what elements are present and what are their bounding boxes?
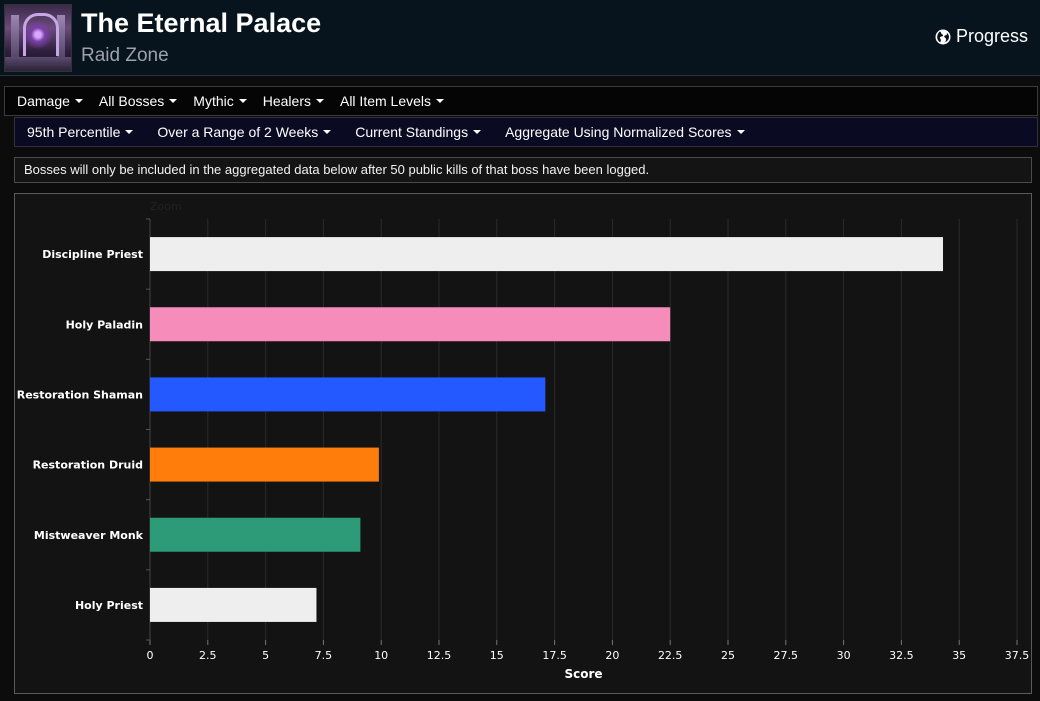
page-header: The Eternal Palace Raid Zone Progress bbox=[0, 0, 1040, 76]
category-label: Mistweaver Monk bbox=[34, 529, 144, 542]
percentile-dropdown-label: 95th Percentile bbox=[27, 124, 121, 140]
x-tick-label: 25 bbox=[721, 649, 735, 662]
time-range-dropdown[interactable]: Over a Range of 2 Weeks bbox=[145, 124, 343, 140]
x-tick-label: 12.5 bbox=[427, 649, 452, 662]
role-dropdown-label: Healers bbox=[262, 93, 311, 109]
progress-label: Progress bbox=[955, 26, 1028, 46]
caret-down-icon bbox=[323, 130, 332, 134]
bar bbox=[150, 587, 317, 622]
page-subtitle: Raid Zone bbox=[81, 45, 169, 66]
bar-chart: Zoom 0 2.5 5 7.5 10 12.5 15 17.5 20 22.5 25 27.5 30 32… bbox=[17, 200, 1030, 681]
secondary-filter-bar: 95th Percentile Over a Range of 2 Weeks … bbox=[14, 117, 1038, 147]
difficulty-dropdown-label: Mythic bbox=[193, 93, 234, 109]
bar bbox=[150, 517, 361, 552]
role-dropdown[interactable]: Healers bbox=[255, 93, 332, 109]
caret-down-icon bbox=[315, 99, 324, 103]
category-label: Restoration Shaman bbox=[17, 388, 143, 401]
time-range-dropdown-label: Over a Range of 2 Weeks bbox=[157, 124, 319, 140]
boss-dropdown[interactable]: All Bosses bbox=[91, 93, 185, 109]
bar bbox=[150, 377, 546, 412]
chart-panel: Zoom 0 2.5 5 7.5 10 12.5 15 17.5 20 22.5 25 27.5 30 32… bbox=[14, 193, 1032, 694]
zoom-label: Zoom bbox=[150, 200, 182, 213]
caret-down-icon bbox=[125, 130, 134, 134]
metric-dropdown-label: Damage bbox=[17, 93, 70, 109]
zone-image bbox=[4, 4, 72, 72]
caret-down-icon bbox=[473, 130, 482, 134]
bar bbox=[150, 237, 944, 272]
category-label: Restoration Druid bbox=[33, 459, 143, 472]
bar bbox=[150, 307, 671, 342]
item-level-dropdown-label: All Item Levels bbox=[339, 93, 432, 109]
category-label: Discipline Priest bbox=[42, 248, 143, 261]
x-tick-label: 17.5 bbox=[542, 649, 567, 662]
x-tick-label: 30 bbox=[837, 649, 851, 662]
x-tick-label: 7.5 bbox=[315, 649, 333, 662]
page-title: The Eternal Palace bbox=[81, 8, 322, 38]
x-axis-label: Score bbox=[564, 667, 602, 681]
metric-dropdown[interactable]: Damage bbox=[9, 93, 91, 109]
standings-dropdown[interactable]: Current Standings bbox=[343, 124, 493, 140]
standings-dropdown-label: Current Standings bbox=[355, 124, 469, 140]
aggregate-dropdown-label: Aggregate Using Normalized Scores bbox=[505, 124, 732, 140]
primary-filter-bar: Damage All Bosses Mythic Healers All Ite… bbox=[4, 86, 1038, 116]
x-tick-label: 0 bbox=[147, 649, 154, 662]
item-level-dropdown[interactable]: All Item Levels bbox=[332, 93, 452, 109]
progress-link[interactable]: Progress bbox=[935, 26, 1028, 47]
x-tick-label: 5 bbox=[262, 649, 269, 662]
difficulty-dropdown[interactable]: Mythic bbox=[185, 93, 254, 109]
x-tick-label: 10 bbox=[374, 649, 388, 662]
category-label: Holy Paladin bbox=[66, 318, 143, 331]
x-tick-label: 37.5 bbox=[1005, 649, 1030, 662]
caret-down-icon bbox=[169, 99, 178, 103]
caret-down-icon bbox=[238, 99, 247, 103]
percentile-dropdown[interactable]: 95th Percentile bbox=[15, 124, 145, 140]
x-tick-label: 35 bbox=[952, 649, 966, 662]
aggregate-dropdown[interactable]: Aggregate Using Normalized Scores bbox=[493, 124, 756, 140]
x-tick-label: 15 bbox=[490, 649, 504, 662]
aggregation-notice: Bosses will only be included in the aggr… bbox=[14, 157, 1032, 183]
globe-icon bbox=[935, 29, 951, 44]
x-tick-label: 32.5 bbox=[889, 649, 914, 662]
x-tick-label: 2.5 bbox=[199, 649, 217, 662]
x-tick-label: 27.5 bbox=[774, 649, 799, 662]
boss-dropdown-label: All Bosses bbox=[98, 93, 165, 109]
x-tick-label: 20 bbox=[605, 649, 619, 662]
caret-down-icon bbox=[736, 130, 745, 134]
bar bbox=[150, 447, 379, 482]
caret-down-icon bbox=[74, 99, 83, 103]
category-label: Holy Priest bbox=[75, 599, 143, 612]
caret-down-icon bbox=[436, 99, 445, 103]
x-tick-label: 22.5 bbox=[658, 649, 683, 662]
